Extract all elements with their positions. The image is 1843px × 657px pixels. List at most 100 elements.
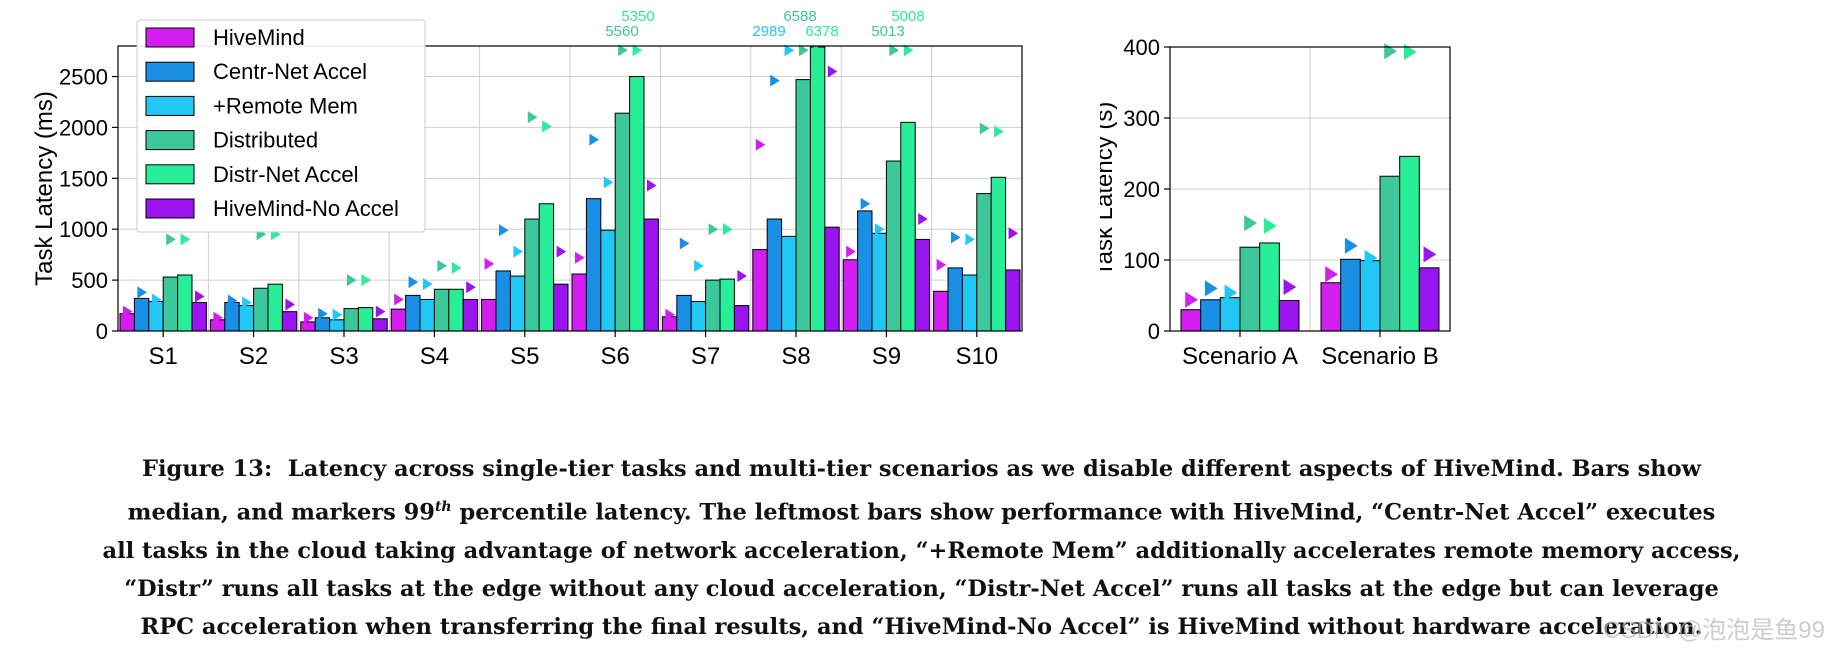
p99-marker-s10-remote-mem [965, 233, 975, 246]
legend-swatch-hivemind [145, 27, 195, 48]
p99-marker-s9-distributed [889, 44, 899, 57]
bar-s5-hivemind [481, 298, 497, 332]
p99-marker-s7-distributed [708, 223, 719, 236]
p99-marker-s9-remote-mem [875, 223, 885, 236]
bar-s10-distr-net-accel [990, 176, 1007, 332]
p99-marker-s4-centr-net-accel [408, 276, 419, 289]
x-tick-label-s6: S6 [601, 343, 630, 370]
p99-marker-s6-hivemind-no-accel [647, 179, 657, 192]
x-tick-label-s5: S5 [510, 343, 539, 370]
p99-marker-s9-hivemind [846, 245, 856, 258]
p99-marker-s3-hivemind [303, 311, 314, 324]
p99-marker-s7-hivemind [665, 308, 675, 321]
legend-label-hivemind-no-accel: HiveMind-No Accel [213, 196, 399, 221]
bar-s10-distributed [976, 193, 992, 332]
y-tick-label-300: 300 [1123, 106, 1160, 131]
p99-marker-s5-remote-mem [513, 245, 523, 258]
p99-marker-scenario-a-hivemind [1185, 291, 1199, 308]
bar-s7-hivemind [661, 316, 678, 332]
bar-s3-hivemind [300, 321, 316, 332]
x-tick-label-s7: S7 [691, 343, 720, 370]
watermark: CSDN @泡泡是鱼99 [1603, 617, 1825, 644]
bar-s4-centr-net-accel [405, 294, 421, 332]
p99-marker-s2-hivemind-no-accel [285, 298, 295, 311]
bar-s7-remote-mem [690, 300, 707, 332]
p99-marker-s3-distributed [347, 274, 357, 287]
caption-line-1: Figure 13: Latency across single-tier ta… [10, 450, 1833, 488]
bar-s3-remote-mem [329, 319, 345, 332]
caption-text-1: Latency across single-tier tasks and mul… [287, 456, 1701, 482]
p99-marker-s5-hivemind [484, 257, 495, 270]
offscale-label-s6-distr-net-accel: 5350 [621, 8, 654, 25]
p99-marker-scenario-b-distr-net-accel [1403, 43, 1417, 60]
p99-marker-scenario-b-hivemind-no-accel [1423, 246, 1437, 263]
p99-marker-scenario-b-hivemind [1325, 266, 1339, 283]
bar-s5-distributed [524, 218, 540, 332]
p99-marker-s1-distr-net-accel [180, 233, 191, 246]
bar-s3-distr-net-accel [357, 307, 374, 332]
p99-marker-s1-hivemind-no-accel [195, 290, 205, 303]
bar-scenario-b-hivemind-no-accel [1418, 267, 1440, 332]
y-axis-label: Task Latency (s) [1100, 102, 1118, 277]
p99-marker-s4-distr-net-accel [451, 261, 462, 274]
bar-s8-distr-net-accel [809, 46, 826, 332]
bar-s6-hivemind-no-accel [643, 218, 659, 332]
multi-tier-latency-chart: 0 100 200 300 400 Scenario A Scenario B Task La… [1100, 35, 1451, 370]
bar-s6-distributed [614, 112, 631, 332]
bar-s8-remote-mem [781, 235, 797, 332]
y-tick-label-2000: 2000 [59, 115, 108, 140]
p99-marker-s3-remote-mem [332, 308, 343, 321]
bar-s5-remote-mem [509, 275, 526, 332]
p99-marker-s10-hivemind [936, 258, 947, 271]
p99-marker-scenario-a-remote-mem [1224, 284, 1238, 301]
bar-s8-hivemind [752, 249, 768, 332]
bar-s4-remote-mem [419, 298, 435, 332]
p99-marker-s8-hivemind [755, 138, 766, 151]
legend-swatch-centr-net-accel [145, 61, 195, 82]
bar-s10-remote-mem [961, 274, 978, 332]
y-tick-label-100: 100 [1123, 248, 1160, 273]
y-tick-label-200: 200 [1123, 177, 1160, 202]
bar-s3-distributed [343, 308, 359, 332]
bar-s4-hivemind-no-accel [462, 298, 479, 332]
p99-marker-s6-distr-net-accel [632, 44, 643, 57]
bar-s4-distributed [433, 288, 450, 332]
y-tick-label-1000: 1000 [59, 217, 108, 242]
p99-marker-s1-distributed [166, 233, 176, 246]
legend-label-hivemind: HiveMind [213, 25, 305, 50]
p99-marker-s3-hivemind-no-accel [375, 305, 386, 318]
bar-s1-centr-net-accel [133, 297, 150, 332]
legend-label-distr-net-accel: Distr-Net Accel [213, 162, 358, 187]
bar-s3-centr-net-accel [314, 317, 331, 332]
p99-marker-s8-distributed [799, 44, 809, 57]
chart-legend: HiveMind Centr-Net Accel +Remote Mem Distri… [136, 19, 426, 233]
legend-box [136, 19, 426, 233]
y-tick-label-500: 500 [71, 268, 108, 293]
bar-s8-hivemind-no-accel [824, 226, 840, 332]
bar-s6-distr-net-accel [629, 76, 645, 332]
p99-marker-s2-remote-mem [242, 296, 252, 309]
p99-marker-s7-centr-net-accel [679, 237, 690, 250]
legend-swatch-remote-mem [145, 95, 195, 116]
caption-superscript: th [434, 499, 452, 515]
bar-scenario-a-distributed [1239, 246, 1261, 332]
bar-scenario-b-distributed [1379, 175, 1401, 332]
bar-s8-distributed [795, 79, 811, 332]
x-tick-label-s3: S3 [329, 343, 358, 370]
caption-line-2: median, and markers 99th percentile late… [10, 488, 1833, 532]
bar-s2-distributed [253, 287, 269, 332]
bar-scenario-a-distr-net-accel [1259, 242, 1280, 332]
p99-marker-s6-centr-net-accel [589, 133, 599, 146]
bar-s5-centr-net-accel [495, 270, 511, 332]
bar-s1-distr-net-accel [177, 274, 193, 332]
y-tick-label-0: 0 [96, 319, 108, 344]
bar-s4-distr-net-accel [448, 288, 464, 332]
p99-marker-s4-hivemind-no-accel [466, 281, 476, 294]
bar-s2-hivemind [209, 319, 226, 332]
p99-marker-s7-distr-net-accel [723, 223, 733, 236]
bar-s3-hivemind-no-accel [372, 318, 388, 332]
offscale-label-s6-distributed: 5560 [605, 23, 638, 40]
bar-s9-distr-net-accel [900, 121, 916, 332]
bar-scenario-b-hivemind [1320, 282, 1342, 332]
x-tick-label-s8: S8 [781, 343, 810, 370]
